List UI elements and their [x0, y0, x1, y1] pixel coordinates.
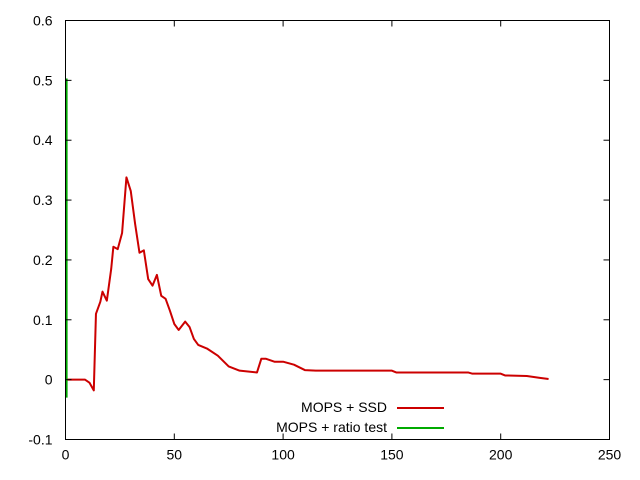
y-tick-label: -0.1	[28, 432, 52, 448]
x-tick-label: 250	[598, 447, 622, 463]
x-tick-label: 200	[489, 447, 513, 463]
y-tick-label: 0.5	[33, 72, 53, 88]
x-tick-label: 100	[271, 447, 295, 463]
x-tick-label: 50	[167, 447, 183, 463]
tick-layer: 0 50 100 150 200 250 -0.1 0 0.1 0.2 0.3 0.4 0.5 0.6	[28, 13, 621, 463]
y-tick-label: 0.4	[33, 132, 53, 148]
legend-label-mops-ratio-test: MOPS + ratio test	[276, 419, 387, 435]
y-tick-label: 0.3	[33, 192, 53, 208]
y-tick-label: 0.2	[33, 252, 53, 268]
y-tick-label: 0	[45, 372, 53, 388]
series-layer	[65, 78, 549, 398]
x-tick-label: 0	[62, 447, 70, 463]
plot-frame	[65, 20, 610, 440]
x-tick-label: 150	[380, 447, 404, 463]
y-tick-label: 0.6	[33, 13, 53, 29]
series-line-mops-ssd	[65, 176, 549, 392]
y-tick-label: 0.1	[33, 312, 53, 328]
legend: MOPS + SSD MOPS + ratio test	[276, 399, 444, 435]
legend-label-mops-ssd: MOPS + SSD	[301, 399, 387, 415]
